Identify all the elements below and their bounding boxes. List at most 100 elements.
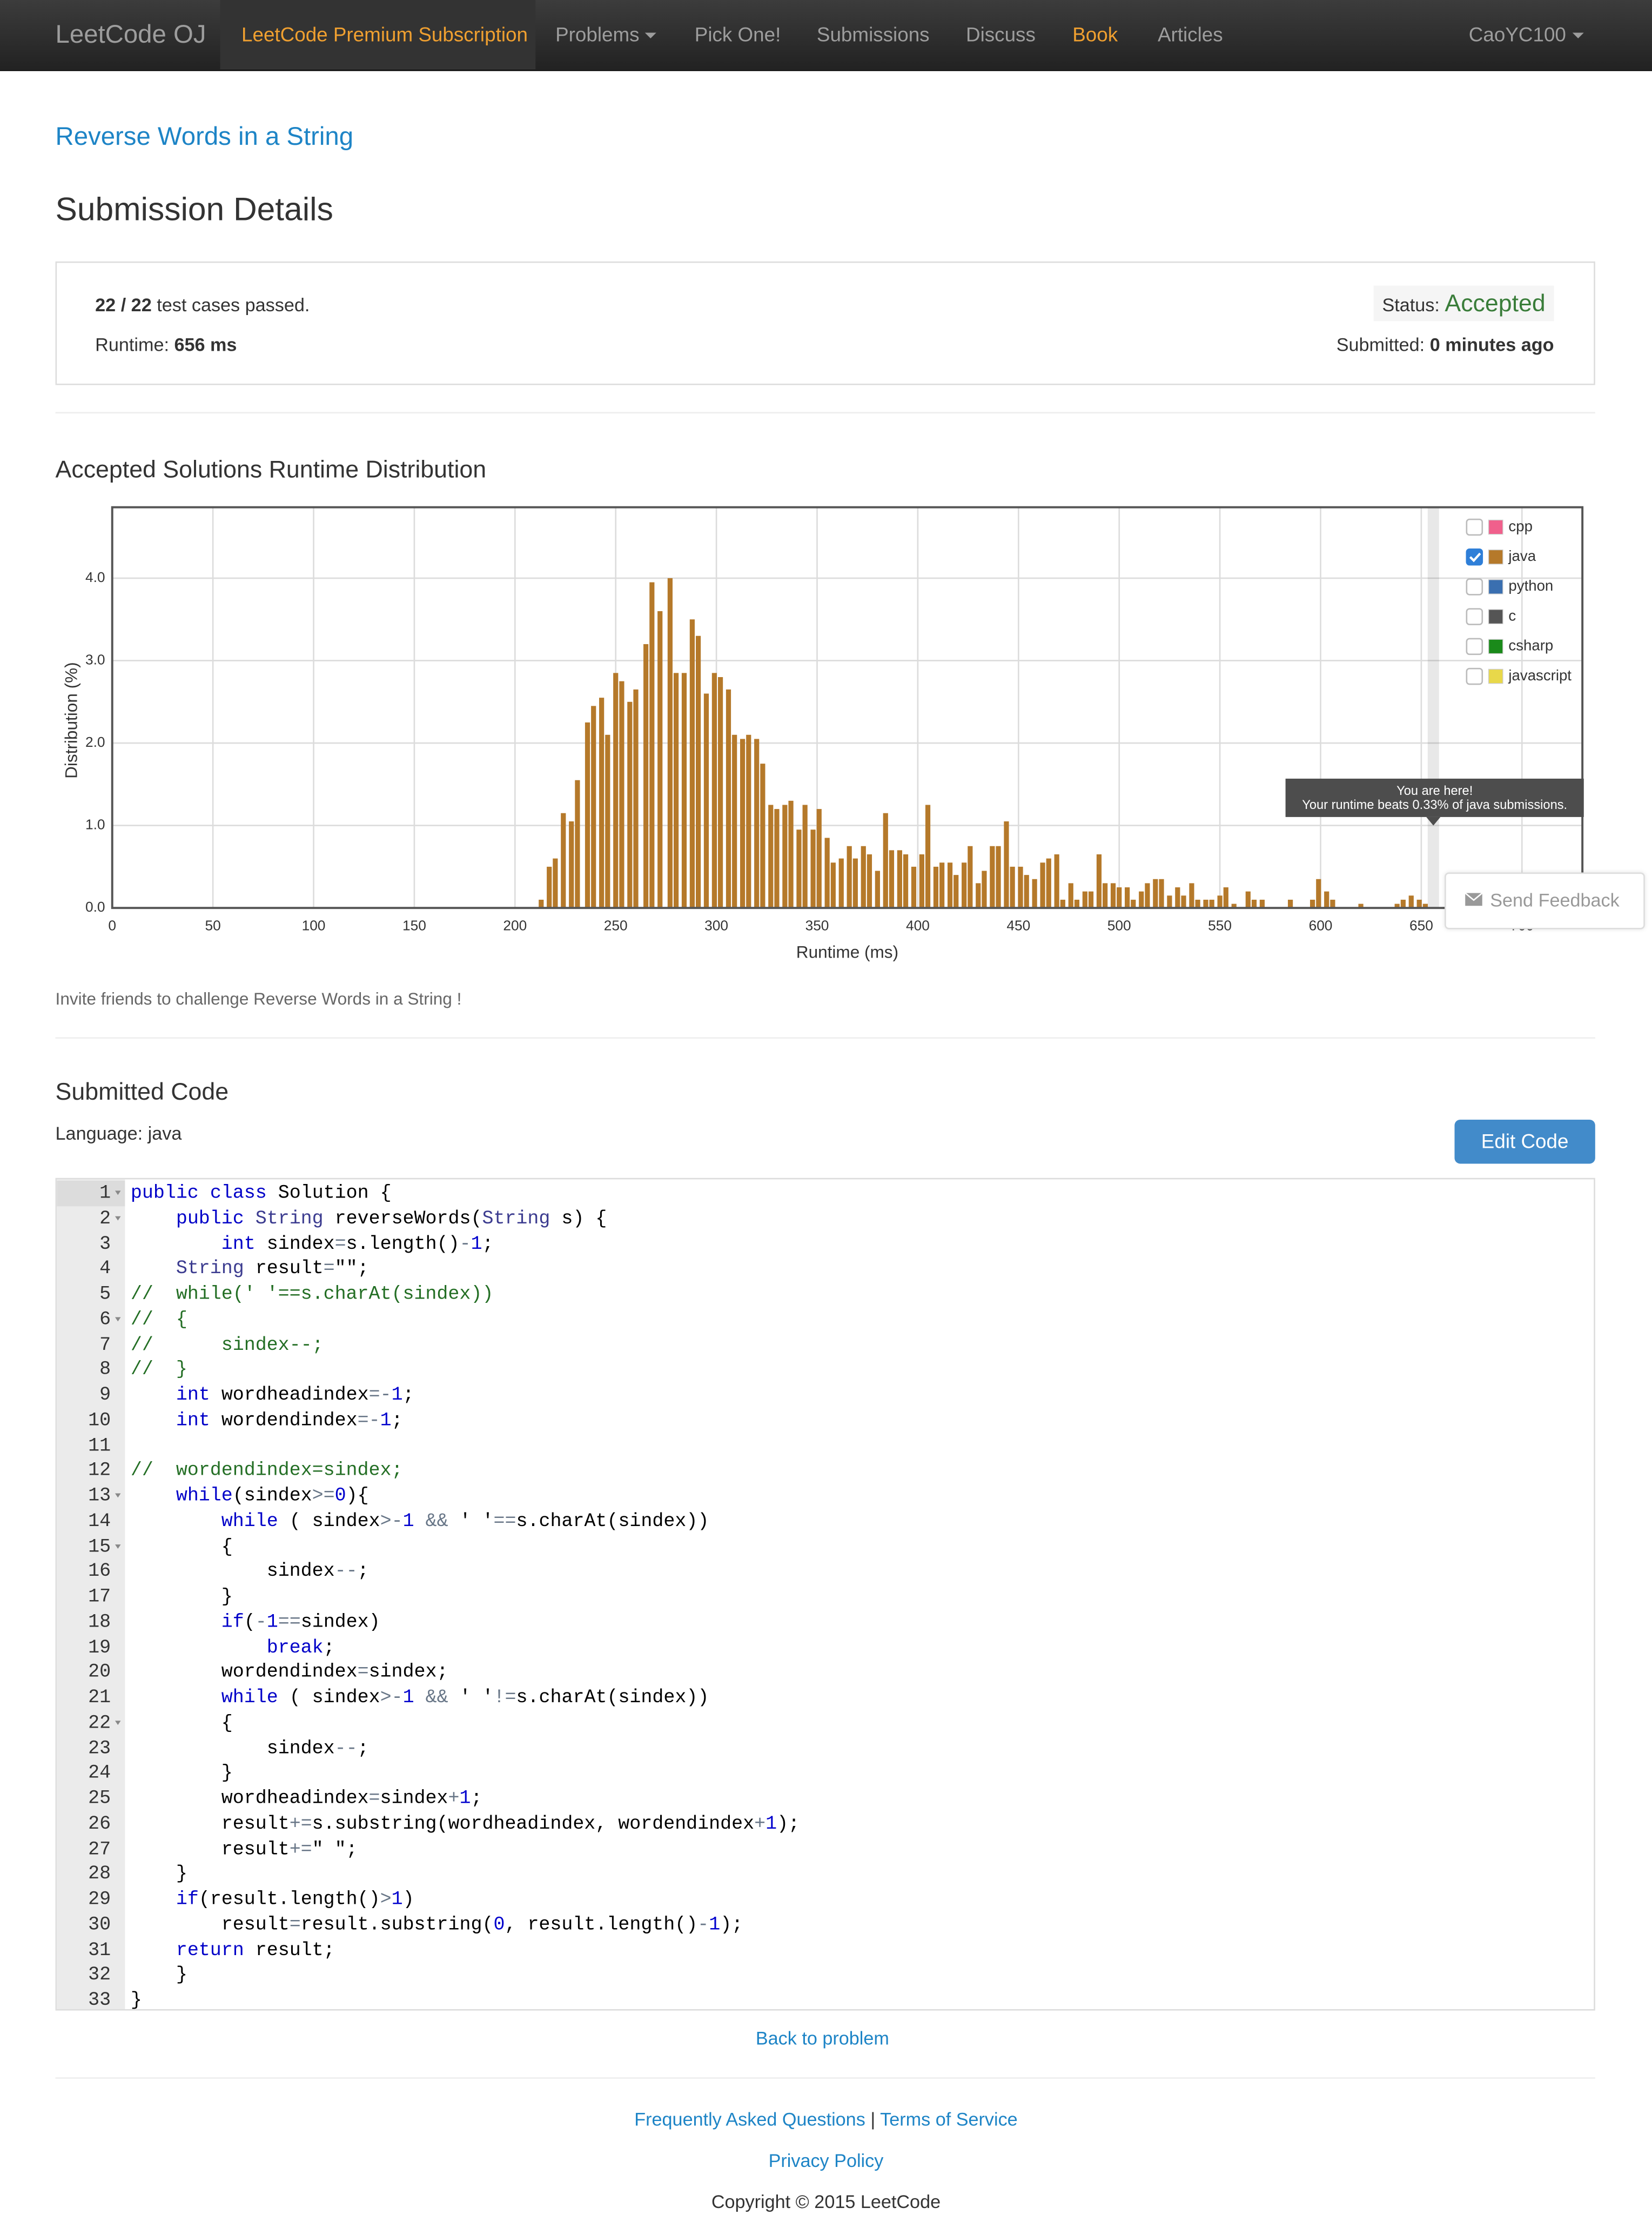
nav-item[interactable]: LeetCode Premium Subscription	[241, 23, 528, 46]
legend-label: java	[1508, 547, 1536, 564]
fold-arrow	[115, 1216, 121, 1220]
code-token: (	[607, 1687, 619, 1708]
code-line: result=result.substring(0, result.length…	[131, 1912, 743, 1938]
bar	[947, 862, 953, 908]
divider	[55, 412, 1595, 414]
edit-code-button[interactable]: Edit Code	[1454, 1119, 1595, 1164]
legend-item[interactable]: csharp	[1466, 637, 1553, 655]
bar	[996, 846, 1001, 908]
submitted-label: Submitted:	[1336, 333, 1425, 356]
code-line: sindex--;	[131, 1559, 369, 1584]
bar	[1358, 904, 1364, 908]
bar	[1131, 899, 1136, 908]
code-line: // {	[131, 1307, 187, 1332]
code-token: ;	[482, 1233, 494, 1254]
status-box: Status: Accepted	[1373, 285, 1554, 322]
code-token: }	[221, 1585, 233, 1607]
caret	[645, 33, 657, 39]
code-token: .	[527, 1510, 539, 1531]
code-token: sindex	[312, 1510, 380, 1531]
code-line: while ( sindex>-1 && ' '==s.charAt(sinde…	[131, 1509, 709, 1534]
code-token	[210, 1409, 221, 1430]
user-menu[interactable]: CaoYC100	[1469, 0, 1583, 70]
code-token: ,	[595, 1812, 607, 1834]
problem-link[interactable]: Reverse Words in a String	[55, 122, 354, 151]
bar	[1181, 895, 1186, 908]
code-token	[131, 1233, 221, 1254]
code-token	[131, 1585, 221, 1607]
bar	[1223, 887, 1228, 908]
bar	[1004, 821, 1009, 908]
bar	[774, 809, 780, 908]
bar	[746, 734, 751, 908]
legend-item[interactable]: python	[1466, 577, 1553, 596]
x-tick-label: 400	[906, 917, 930, 933]
code-token: .	[323, 1812, 335, 1834]
x-tick-label: 250	[604, 917, 628, 933]
plot-frame	[111, 506, 1584, 909]
code-token	[244, 1258, 256, 1279]
privacy-link[interactable]: Privacy Policy	[768, 2150, 884, 2171]
code-token: >-	[380, 1687, 403, 1708]
plot-background	[112, 507, 1583, 908]
brand[interactable]: LeetCode OJ	[55, 19, 206, 49]
code-token: while	[176, 1484, 233, 1507]
legend-label: cpp	[1508, 518, 1533, 534]
nav-item[interactable]: Pick One!	[694, 23, 781, 46]
bar	[1010, 866, 1015, 908]
x-tick-label: 450	[1006, 917, 1030, 933]
line-number: 32	[88, 1964, 111, 1985]
code-token: ;	[731, 1913, 743, 1935]
y-tick-label: 2.0	[85, 734, 105, 750]
code-token: ""	[334, 1257, 358, 1280]
faq-link[interactable]: Frequently Asked Questions	[634, 2109, 865, 2130]
code-token: result	[221, 1913, 290, 1935]
code-token: wordendindex	[221, 1661, 358, 1683]
code-token	[607, 1812, 618, 1834]
code-token	[131, 1712, 221, 1733]
legend-checkbox	[1466, 638, 1483, 655]
x-tick-label: 0	[108, 917, 116, 933]
nav-item[interactable]: Discuss	[965, 23, 1036, 46]
code-token: (	[482, 1913, 494, 1935]
current-runtime-marker	[1427, 507, 1439, 908]
bar	[1074, 899, 1080, 908]
feedback-label: Send Feedback	[1490, 889, 1620, 911]
code-line: // sindex--;	[131, 1332, 324, 1357]
bar	[919, 854, 924, 908]
nav-item[interactable]: Articles	[1157, 23, 1223, 46]
feedback-button[interactable]: Send Feedback	[1445, 872, 1645, 929]
bar	[575, 780, 580, 908]
code-token: .	[368, 1913, 380, 1935]
x-tick-label: 50	[205, 917, 221, 933]
bar	[539, 899, 544, 908]
nav-item[interactable]: Book	[1072, 23, 1118, 46]
line-number: 4	[99, 1257, 111, 1280]
bar	[1416, 899, 1422, 908]
code-token: .	[527, 1687, 539, 1708]
line-number: 23	[88, 1737, 111, 1758]
nav-item[interactable]: Submissions	[816, 23, 930, 46]
legend-item[interactable]: java	[1466, 547, 1536, 566]
fold-arrow	[115, 1190, 121, 1195]
code-line: result+=" ";	[131, 1836, 358, 1862]
code-token: ==	[278, 1611, 301, 1632]
bar	[673, 673, 679, 908]
legend-item[interactable]: cpp	[1466, 518, 1533, 536]
code-token: 0	[493, 1913, 505, 1935]
line-number: 25	[88, 1787, 111, 1809]
legend-item[interactable]: javascript	[1466, 667, 1572, 685]
code-line: {	[131, 1710, 233, 1736]
code-token: )	[686, 1687, 698, 1708]
legend-swatch	[1488, 609, 1503, 624]
back-link[interactable]: Back to problem	[755, 2028, 889, 2049]
bar	[962, 862, 967, 908]
bar	[990, 846, 995, 908]
nav-item[interactable]: Problems	[555, 0, 657, 70]
code-token: sindex	[368, 1661, 437, 1683]
bar	[740, 739, 746, 908]
legend-item[interactable]: c	[1466, 607, 1516, 625]
terms-link[interactable]: Terms of Service	[880, 2109, 1018, 2130]
cases-text: test cases passed.	[157, 294, 310, 316]
